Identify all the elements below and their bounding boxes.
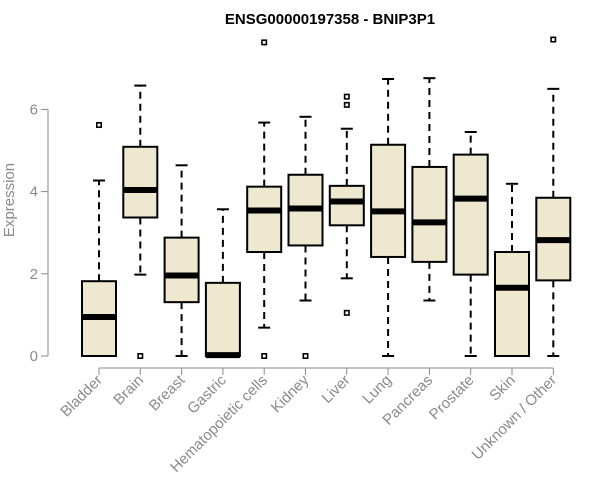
box-iqr	[328, 184, 365, 227]
x-tick-label: Bladder	[57, 372, 106, 421]
outlier-point	[137, 352, 144, 359]
box-iqr	[163, 236, 200, 304]
box-group	[328, 93, 365, 316]
outlier-point	[261, 352, 268, 359]
box-group	[411, 77, 448, 302]
outlier-point	[302, 352, 309, 359]
box-group	[204, 208, 241, 359]
y-tick-label: 2	[30, 266, 38, 283]
x-tick-label: Breast	[146, 371, 189, 414]
box-iqr	[204, 281, 241, 358]
box-iqr	[411, 165, 448, 263]
box-group	[246, 39, 283, 359]
box-group	[163, 164, 200, 357]
plot-area	[81, 36, 572, 359]
outlier-point	[343, 101, 350, 108]
box-iqr	[122, 145, 159, 219]
outlier-point	[343, 309, 350, 316]
x-tick-label: Liver	[319, 372, 354, 407]
outlier-point	[550, 36, 557, 43]
box-group	[452, 131, 489, 357]
outlier-point	[96, 122, 103, 129]
y-tick-label: 6	[30, 101, 38, 118]
box-group	[81, 122, 117, 357]
box-group	[287, 115, 324, 359]
box-group	[535, 36, 572, 357]
outlier-point	[343, 93, 350, 100]
y-tick-label: 4	[30, 184, 38, 201]
box-iqr	[370, 143, 407, 258]
x-tick-label: Kidney	[268, 371, 313, 416]
box-group	[494, 182, 530, 357]
x-tick-label: Skin	[486, 372, 519, 405]
x-tick-label: Lung	[359, 372, 395, 408]
x-tick-label: Prostate	[426, 372, 478, 424]
box-iqr	[246, 185, 283, 254]
y-tick-label: 0	[30, 348, 38, 365]
box-group	[122, 84, 159, 359]
y-axis-label: Expression	[1, 163, 18, 237]
x-tick-label: Brain	[110, 372, 147, 409]
outlier-point	[261, 39, 268, 46]
box-iqr	[494, 251, 530, 357]
chart-title: ENSG00000197358 - BNIP3P1	[225, 11, 435, 28]
box-group	[370, 77, 407, 357]
y-axis: 0 2 4 6	[30, 101, 49, 365]
box-iqr	[452, 153, 489, 276]
